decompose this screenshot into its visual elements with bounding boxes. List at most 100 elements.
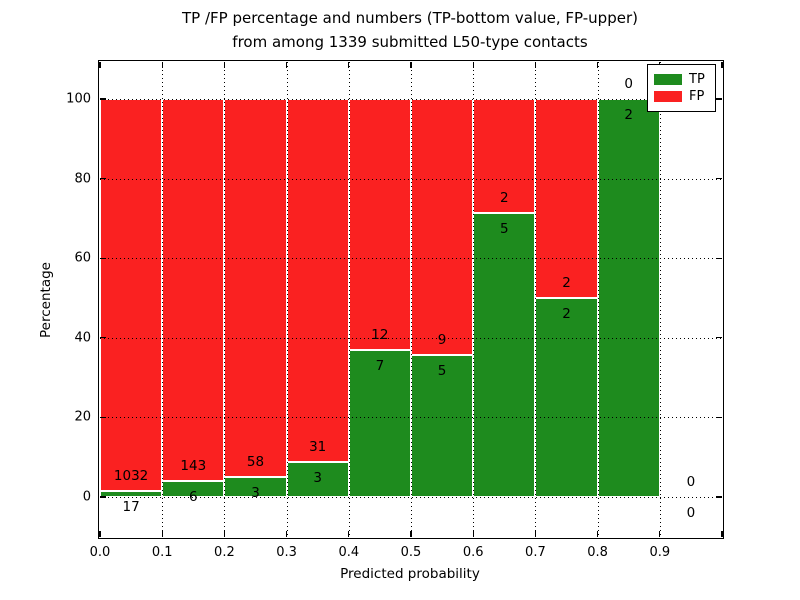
x-tick-label: 0.5 [400,545,422,560]
y-tick-mark [716,496,722,498]
fp-count-label: 143 [180,457,207,474]
tp-count-label: 2 [624,107,633,123]
fp-bar-segment [348,99,411,351]
x-tick-label: 0.7 [525,545,546,560]
tp-count-label: 0 [686,505,696,521]
fp-bar-segment [100,99,163,491]
x-tick-label: 0.8 [587,545,608,560]
y-tick-mark [100,416,106,419]
x-tick-mark [223,62,226,68]
y-tick-label: 0 [82,489,91,505]
tp-count-label: 3 [313,469,322,486]
x-tick-mark [596,531,599,537]
tp-bar-segment [535,298,598,497]
x-tick-mark [223,531,226,537]
x-tick-mark [348,531,350,537]
fp-color-swatch-icon [654,91,682,103]
fp-bar-segment [224,99,287,478]
tp-bar-segment [348,350,411,497]
vertical-gridline [224,62,226,537]
fp-count-label: 12 [371,327,389,344]
y-tick-mark [100,98,106,100]
y-tick-mark [100,337,106,339]
y-tick-mark [716,178,722,180]
fp-count-label: 0 [624,76,633,92]
y-tick-mark [716,98,722,100]
vertical-gridline [411,62,412,537]
legend-item-fp: FP [654,90,709,103]
vertical-gridline [659,62,661,537]
x-tick-mark [534,531,537,537]
x-axis-label: Predicted probability [340,566,480,582]
x-tick-mark [596,62,599,68]
vertical-gridline [473,62,475,537]
tp-count-label: 6 [189,488,198,505]
fp-count-label: 2 [562,275,571,291]
x-tick-label: 0.4 [338,545,360,560]
y-tick-label: 80 [74,171,91,187]
x-tick-mark [659,531,661,537]
x-tick-label: 0.6 [462,545,484,560]
x-tick-mark [472,62,474,68]
fp-count-label: 2 [500,189,509,206]
fp-count-label: 9 [437,331,447,348]
x-tick-label: 0.2 [214,545,235,560]
x-tick-mark [161,62,163,68]
tp-bar-segment [286,461,349,497]
x-tick-mark [285,531,288,537]
fp-count-label: 0 [686,474,696,490]
x-tick-mark [161,531,163,537]
y-tick-mark [716,416,722,419]
x-tick-label: 0.1 [151,545,173,560]
y-tick-label: 20 [74,409,91,425]
fp-bar-segment [162,99,225,481]
vertical-gridline [286,62,288,537]
x-tick-mark [285,62,288,68]
fp-bar-segment [286,99,349,462]
fp-count-label: 31 [309,438,327,455]
y-tick-mark [716,257,722,259]
y-tick-label: 40 [74,330,91,346]
vertical-gridline [597,62,599,537]
x-tick-mark [721,531,723,537]
vertical-gridline [162,62,164,537]
legend-item-tp: TP [654,73,709,86]
tp-count-label: 7 [375,358,385,375]
tp-bar-segment [597,99,660,497]
chart-title-line2: from among 1339 submitted L50-type conta… [232,32,588,51]
tp-count-label: 5 [500,220,509,237]
fp-bar-segment [535,99,598,298]
tp-bar-segment [100,490,163,497]
x-tick-label: 0.9 [649,545,671,560]
tp-count-label: 17 [122,498,140,515]
y-tick-mark [100,257,106,259]
x-tick-mark [99,531,101,537]
legend-label-tp: TP [689,71,705,87]
fp-count-label: 58 [246,454,265,471]
y-tick-label: 60 [74,250,91,266]
chart-title: TP /FP percentage and numbers (TP-bottom… [98,7,722,54]
x-tick-mark [534,62,537,68]
fp-count-label: 1032 [113,467,149,484]
fp-bar-segment [411,99,474,355]
y-tick-mark [100,178,106,180]
tp-bar-segment [411,354,474,497]
chart-title-line1: TP /FP percentage and numbers (TP-bottom… [182,9,638,27]
y-tick-label: 100 [66,91,91,107]
tp-bar-segment [473,212,536,497]
legend-label-fp: FP [689,89,705,105]
legend: TP FP [647,64,716,112]
x-tick-mark [348,62,350,68]
tp-count-label: 5 [437,362,447,379]
y-tick-mark [100,496,106,498]
x-tick-label: 0.3 [276,545,297,560]
x-tick-mark [721,62,723,68]
tp-count-label: 2 [562,306,571,322]
x-tick-mark [472,531,474,537]
x-tick-mark [410,531,412,537]
vertical-gridline [535,62,537,537]
tp-count-label: 3 [251,485,260,502]
x-tick-label: 0.0 [89,545,111,560]
